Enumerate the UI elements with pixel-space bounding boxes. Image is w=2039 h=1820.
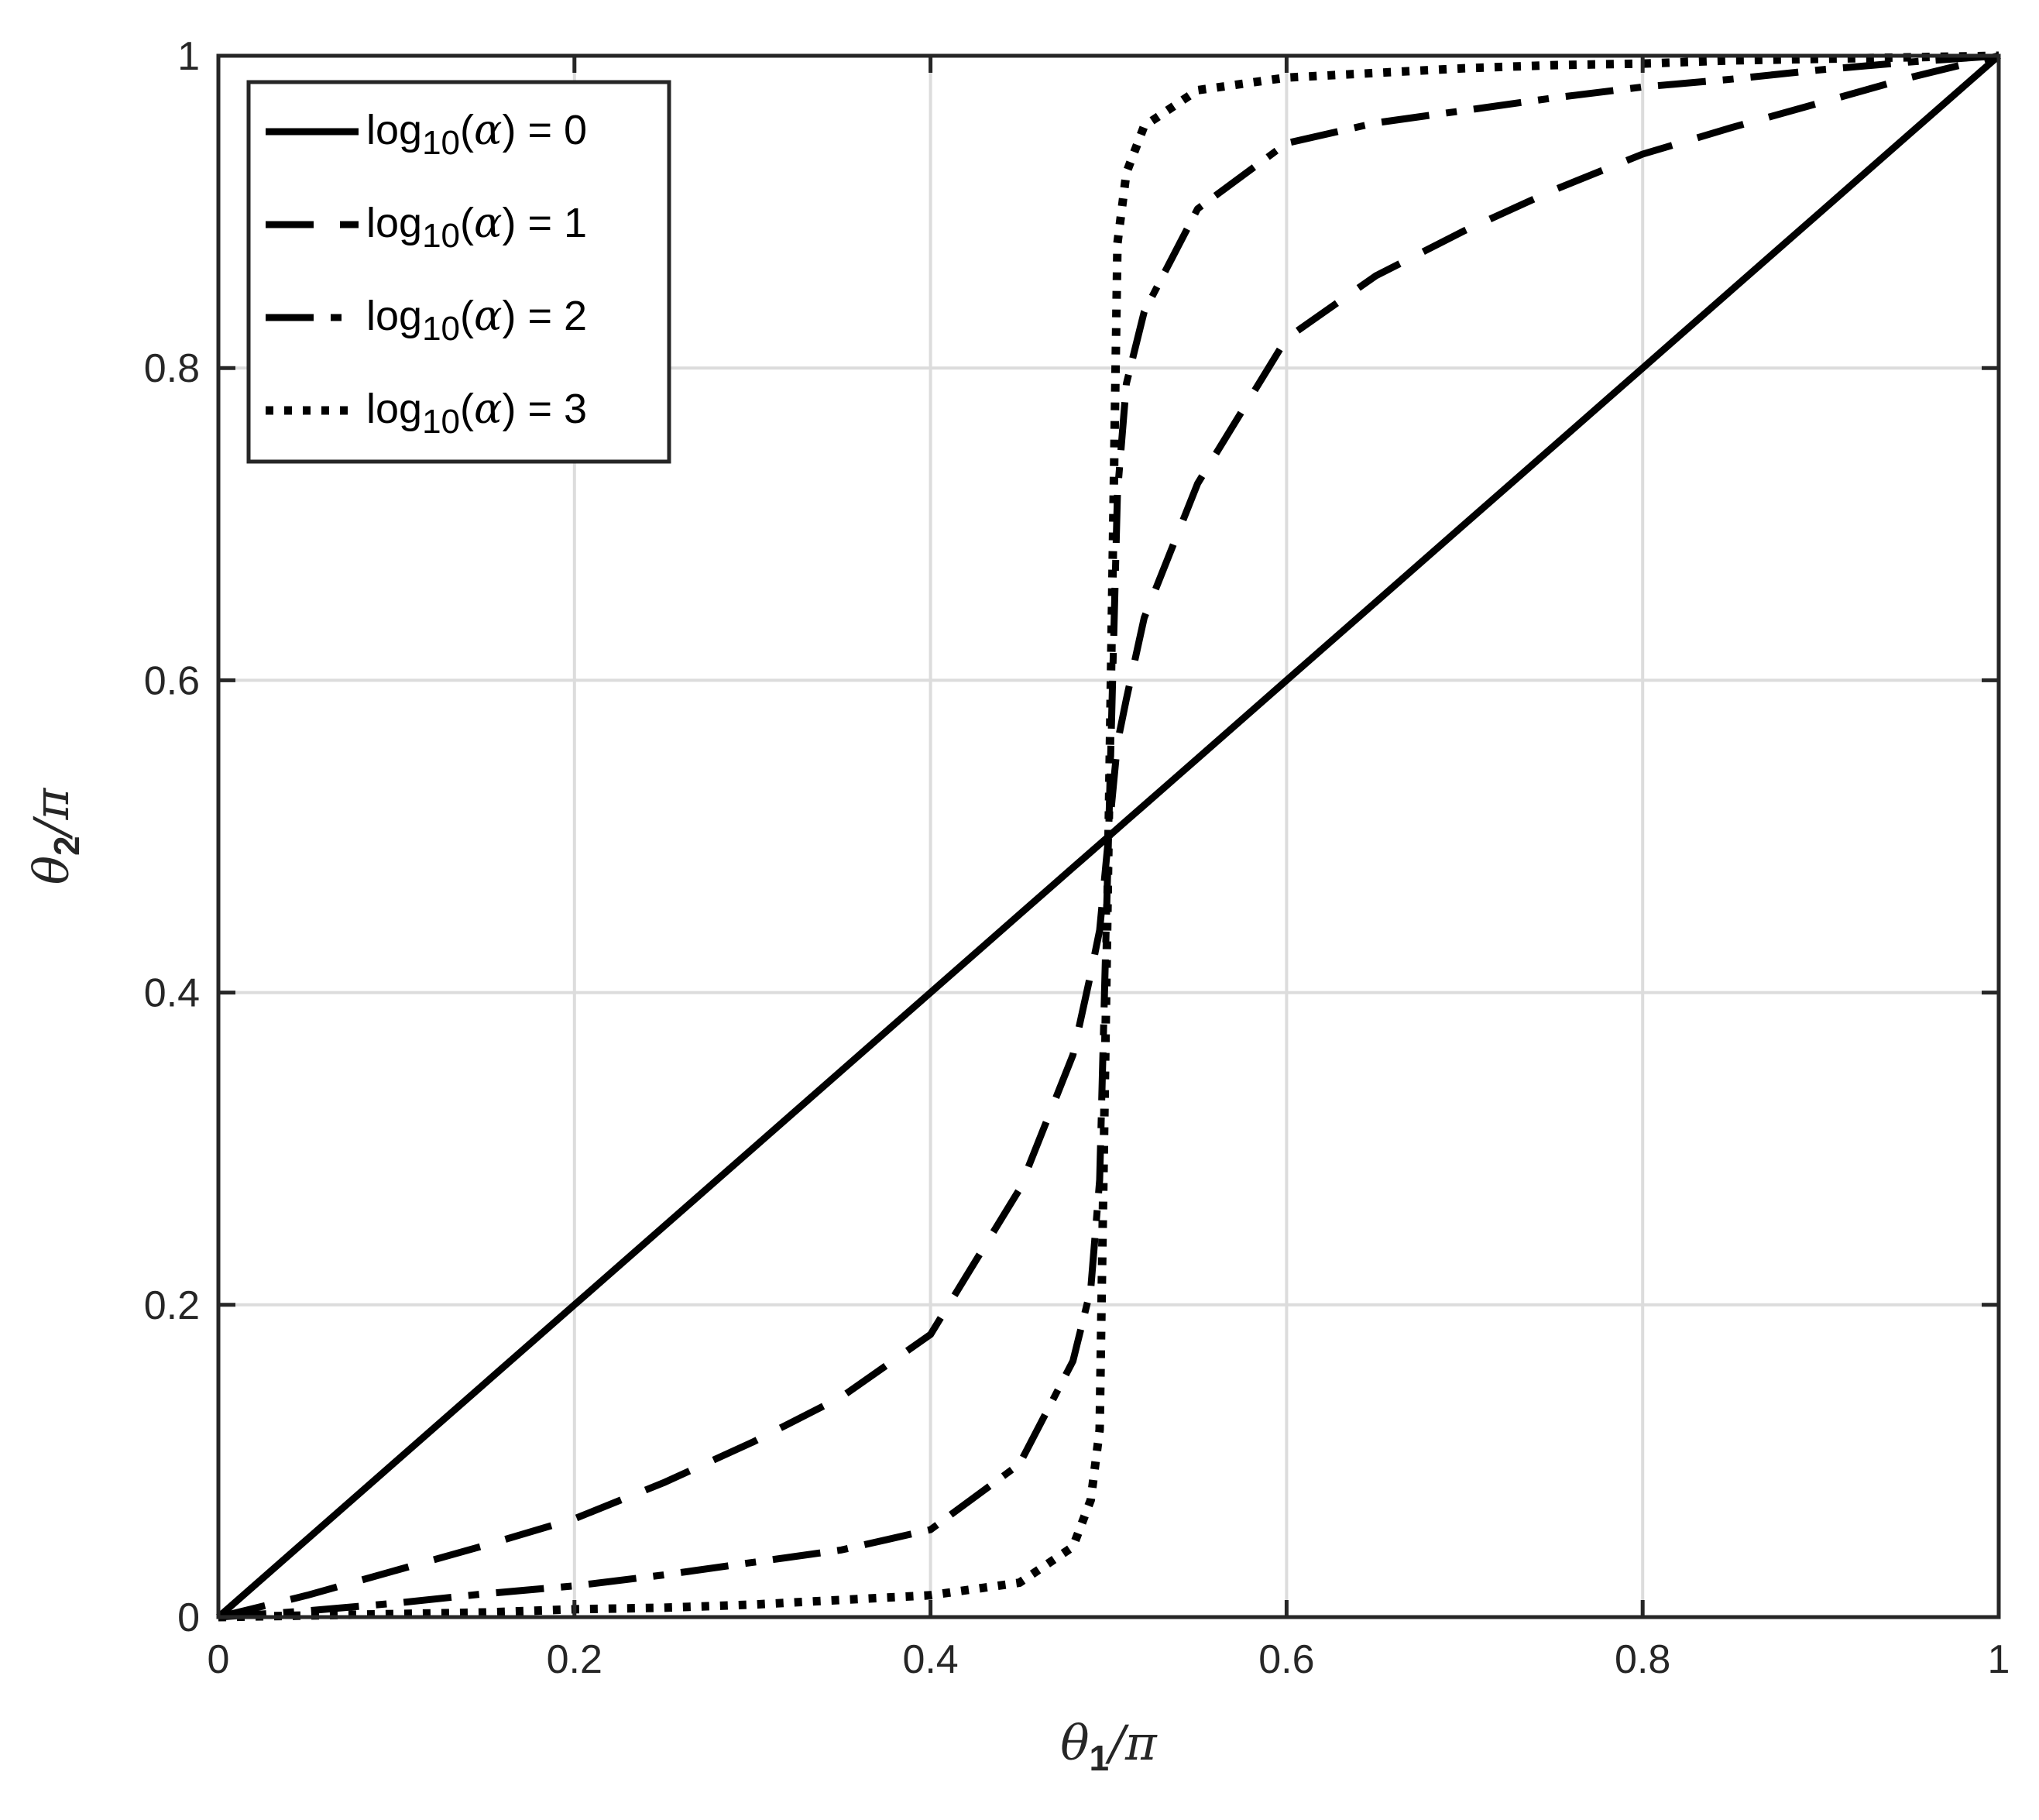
series-line-dotted <box>218 51 2000 1622</box>
legend-entry: log10(α) = 3 <box>266 384 587 441</box>
x-axis-label: θ1/π <box>1060 1715 1158 1778</box>
series-line-dashdot <box>218 52 2000 1621</box>
x-tick-label: 0.4 <box>902 1637 958 1682</box>
legend-label: log10(α) = 3 <box>366 384 587 441</box>
y-tick-label: 1 <box>177 34 200 79</box>
legend-entry: log10(α) = 1 <box>266 198 587 255</box>
y-tick-label: 0.8 <box>144 346 200 391</box>
legend-label: log10(α) = 2 <box>366 291 587 348</box>
legend-label: log10(α) = 0 <box>366 105 587 162</box>
x-tick-label: 0.8 <box>1615 1637 1670 1682</box>
x-tick-label: 0 <box>208 1637 230 1682</box>
x-tick-label: 1 <box>1988 1637 2010 1682</box>
y-tick-label: 0.4 <box>144 971 200 1016</box>
legend: log10(α) = 0 log10(α) = 1 log10(α) = 2 l… <box>246 80 671 464</box>
y-tick-label: 0.6 <box>144 658 200 703</box>
tick-labels: 0 0.2 0.4 0.6 0.8 1 0 0.2 0.4 0.6 0.8 1 <box>144 34 2010 1682</box>
axes-box <box>216 53 2001 1619</box>
legend-label: log10(α) = 1 <box>366 198 587 255</box>
series-lines <box>216 51 2001 1622</box>
legend-box <box>246 80 671 464</box>
y-tick-label: 0 <box>177 1595 200 1640</box>
x-tick-label: 0.6 <box>1258 1637 1314 1682</box>
ticks <box>216 53 2001 1619</box>
x-tick-label: 0.2 <box>547 1637 602 1682</box>
y-tick-label: 0.2 <box>144 1283 200 1328</box>
legend-entry: log10(α) = 2 <box>266 291 587 348</box>
y-axis-label: θ2/π <box>23 787 87 884</box>
legend-entry: log10(α) = 0 <box>266 105 587 162</box>
